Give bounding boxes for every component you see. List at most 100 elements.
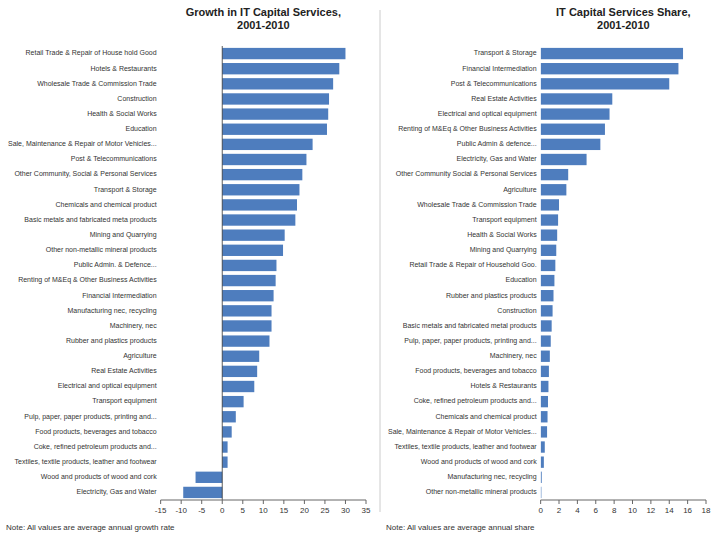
category-label: Renting of M&Eq & Other Business Activit… — [398, 125, 537, 133]
category-label: Coke, refined petroleum products and... — [414, 397, 537, 405]
bar — [222, 396, 243, 407]
category-label: Coke, refined petroleum products and... — [34, 443, 157, 451]
bar — [541, 124, 605, 135]
bar — [222, 48, 345, 59]
zero-line — [222, 46, 223, 500]
category-label: Mining and Quarrying — [470, 246, 537, 254]
bar — [222, 199, 297, 210]
bar — [222, 169, 302, 180]
category-label: Financial Intermediation — [82, 292, 156, 299]
category-label: Textiles, textile products, leather and … — [395, 443, 538, 451]
bar — [541, 320, 552, 331]
x-tick-label: -15 — [155, 506, 167, 515]
category-label: Manufacturing nec, recycling — [448, 473, 537, 481]
category-label: Sale, Maintenance & Repair of Motor Vehi… — [388, 428, 537, 436]
bar — [222, 290, 273, 301]
category-label: Public Admin & defence... — [457, 140, 537, 147]
category-label: Agriculture — [123, 352, 157, 360]
bar — [541, 260, 556, 271]
category-label: Real Estate Activities — [91, 367, 157, 374]
category-label: Wholesale Trade & Commission Trade — [417, 201, 537, 208]
category-label: Mining and Quarrying — [90, 231, 157, 239]
bar — [222, 124, 327, 135]
x-tick — [595, 500, 596, 504]
bar — [541, 48, 683, 59]
category-label: Hotels & Restaurants — [470, 382, 537, 389]
x-tick-label: 14 — [665, 506, 674, 515]
category-label: Electrical and optical equipment — [438, 110, 537, 118]
bar — [222, 441, 227, 452]
category-labels: Retail Trade & Repair of House hold Good… — [8, 49, 157, 496]
bar — [222, 139, 312, 150]
category-label: Post & Telecommunications — [71, 155, 157, 162]
bar — [222, 184, 299, 195]
bars — [541, 48, 683, 498]
category-label: Wood and products of wood and cork — [41, 473, 157, 481]
category-label: Sale, Maintenance & Repair of Motor Vehi… — [8, 140, 157, 148]
x-tick-label: 35 — [362, 506, 371, 515]
bar — [222, 351, 259, 362]
bar — [222, 305, 271, 316]
category-label: Health & Social Works — [467, 231, 537, 238]
bar — [541, 154, 587, 165]
bar — [222, 260, 276, 271]
x-tick-label: 0 — [538, 506, 543, 515]
bar — [541, 93, 613, 104]
bar — [541, 169, 569, 180]
title-line: IT Capital Services Share, — [556, 6, 691, 18]
bar — [222, 229, 284, 240]
x-tick — [650, 500, 651, 504]
bar — [541, 426, 547, 437]
category-label: Chemicals and chemical product — [55, 201, 156, 209]
x-tick-label: -5 — [198, 506, 206, 515]
x-tick-label: 5 — [241, 506, 246, 515]
bar — [541, 411, 548, 422]
bar — [541, 184, 567, 195]
bar — [222, 108, 328, 119]
category-label: Basic metals and fabricated metal produc… — [403, 322, 537, 330]
category-label: Transport & Storage — [474, 49, 537, 57]
title-line: Growth in IT Capital Services, — [186, 6, 341, 18]
category-label: Transport equipment — [92, 397, 156, 405]
bar — [222, 335, 269, 346]
category-label: Public Admin. & Defence... — [74, 261, 157, 268]
x-tick-label: 8 — [612, 506, 617, 515]
bar — [541, 305, 553, 316]
x-tick-label: 30 — [341, 506, 350, 515]
x-tick-label: 15 — [279, 506, 288, 515]
category-label: Electrical and optical equipment — [58, 382, 157, 390]
x-tick — [559, 500, 560, 504]
bar — [541, 335, 551, 346]
category-label: Transport & Storage — [94, 186, 157, 194]
bar — [222, 275, 275, 286]
category-label: Rubber and plastics products — [446, 292, 537, 300]
bar — [222, 456, 227, 467]
x-tick — [577, 500, 578, 504]
bar — [541, 245, 557, 256]
bar — [541, 366, 549, 377]
bar — [541, 275, 555, 286]
x-tick-label: 2 — [557, 506, 562, 515]
x-tick-label: 16 — [683, 506, 692, 515]
x-tick-label: 20 — [300, 506, 309, 515]
bar — [541, 290, 554, 301]
title: Growth in IT Capital Services,2001-2010 — [186, 6, 341, 31]
note: Note: All values are average annual shar… — [386, 523, 535, 532]
x-tick-label: 10 — [628, 506, 637, 515]
category-label: Retail Trade & Repair of House hold Good — [26, 49, 157, 57]
category-label: Education — [506, 276, 537, 283]
x-tick — [687, 500, 688, 504]
bar — [541, 229, 558, 240]
note: Note: All values are average annual grow… — [6, 523, 175, 532]
x-tick — [201, 500, 202, 504]
x-axis-line — [541, 500, 706, 501]
x-tick — [242, 500, 243, 504]
category-label: Wood and products of wood and cork — [421, 458, 537, 466]
bar — [541, 139, 601, 150]
category-label: Electricity, Gas and Water — [457, 155, 538, 163]
bars — [183, 48, 345, 498]
category-label: Real Estate Activities — [471, 95, 537, 102]
bar — [222, 245, 283, 256]
x-tick-label: 6 — [594, 506, 599, 515]
bar — [222, 366, 257, 377]
